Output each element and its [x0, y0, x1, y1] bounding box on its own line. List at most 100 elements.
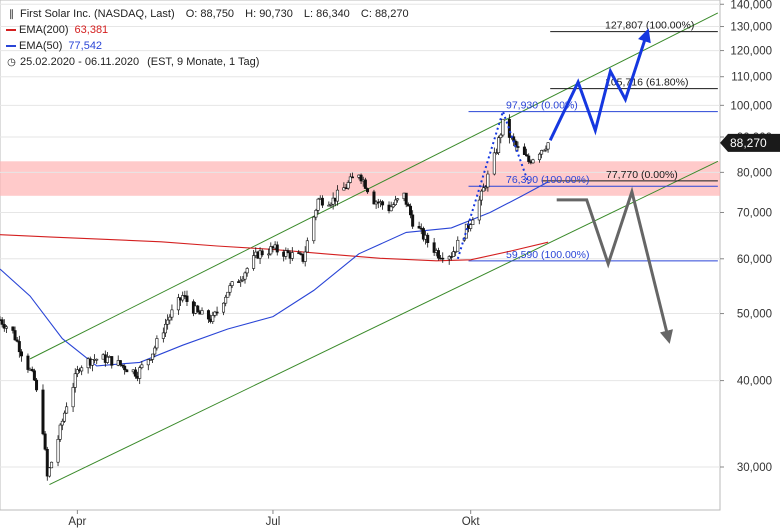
candle-body	[241, 278, 245, 281]
candle-body	[148, 359, 152, 361]
candle-body	[477, 199, 481, 221]
candlestick-icon: ∥	[9, 9, 14, 20]
candle-body	[215, 311, 219, 314]
y-tick-label: 30,000	[737, 462, 772, 474]
channel-upper-line	[29, 12, 719, 360]
candle-body	[464, 223, 468, 239]
candle-body	[56, 439, 60, 463]
candle-body	[176, 297, 180, 311]
x-tick-label: Okt	[462, 516, 481, 528]
legend-title-row: ∥ First Solar Inc. (NASDAQ, Last) O: 88,7…	[6, 6, 409, 22]
candle-body	[542, 149, 546, 152]
candle-body	[80, 367, 84, 372]
candle-body	[237, 281, 241, 283]
retracement-dotted-line	[456, 108, 530, 260]
chart-legend: ∥ First Solar Inc. (NASDAQ, Last) O: 88,7…	[6, 6, 409, 70]
candle-body	[47, 467, 51, 477]
candle-body	[161, 332, 165, 339]
candle-body	[65, 406, 69, 414]
candle-body	[544, 148, 548, 151]
close-label: C:	[360, 8, 372, 20]
candle-body	[436, 250, 440, 259]
candle-body	[546, 142, 550, 150]
candle-body	[50, 461, 54, 469]
range-detail: (EST, 9 Monate, 1 Tag)	[147, 56, 260, 68]
x-tick-label: Apr	[68, 516, 86, 528]
candle-body	[125, 369, 129, 373]
fib-level-label: 77,770 (0.00%)	[606, 169, 678, 181]
candle-body	[123, 365, 127, 371]
candle-body	[230, 281, 234, 286]
candles	[0, 114, 550, 481]
candle-body	[269, 246, 273, 255]
candle-body	[62, 412, 66, 422]
ema200-value: 63,381	[74, 24, 109, 36]
ema200-label: EMA(200)	[19, 24, 69, 36]
candle-body	[393, 199, 397, 206]
candle-body	[43, 433, 47, 450]
fibonacci-levels: 127,807 (100.00%) 105,716 (61.80%) 97,930 …	[468, 20, 718, 262]
candle-body	[224, 296, 228, 304]
candle-body	[359, 174, 363, 182]
candle-body	[303, 251, 307, 262]
candle-body	[516, 146, 520, 148]
y-axis: 140,000130,000120,000110,000100,00090,00…	[720, 0, 772, 474]
candle-body	[252, 255, 256, 269]
candle-body	[146, 359, 150, 366]
y-tick-label: 80,000	[737, 167, 772, 179]
plot-area: 127,807 (100.00%) 105,716 (61.80%) 97,930 …	[0, 0, 721, 511]
fib-level-label: 105,716 (61.80%)	[605, 77, 688, 89]
date-range: 25.02.2020 - 06.11.2020	[20, 56, 140, 68]
candle-body	[90, 359, 94, 366]
candle-body	[527, 155, 531, 162]
candle-body	[389, 206, 393, 212]
candle-body	[121, 364, 125, 367]
ema50-value: 77,542	[68, 40, 103, 52]
y-tick-label: 50,000	[737, 309, 772, 321]
candle-body	[260, 250, 264, 256]
y-tick-label: 60,000	[737, 254, 772, 266]
candle-body	[381, 201, 385, 206]
candle-body	[499, 134, 503, 139]
candle-body	[222, 302, 226, 313]
ema200-swatch	[6, 29, 16, 32]
candle-body	[286, 250, 290, 253]
bullish-scenario-arrow	[548, 28, 651, 141]
candle-body	[166, 319, 170, 325]
candle-body	[17, 341, 21, 353]
candle-body	[181, 295, 185, 301]
candle-body	[41, 389, 45, 435]
candle-body	[60, 420, 64, 426]
candle-body	[329, 203, 333, 206]
candle-body	[0, 319, 4, 325]
last-price-label: 88,270	[730, 136, 767, 150]
candle-body	[451, 251, 455, 257]
candle-body	[206, 310, 210, 320]
candle-body	[396, 198, 400, 201]
candle-body	[314, 210, 318, 218]
candle-body	[243, 272, 247, 280]
candle-body	[153, 347, 157, 355]
candle-body	[366, 188, 370, 193]
candle-body	[411, 214, 415, 227]
fib-level-label: 59,590 (100.00%)	[506, 249, 589, 261]
channel-lower-line	[49, 160, 719, 485]
candle-body	[454, 250, 458, 253]
candle-body	[421, 228, 425, 240]
candle-body	[75, 369, 79, 375]
ema50-label: EMA(50)	[19, 40, 63, 52]
candle-body	[501, 118, 505, 136]
candle-body	[211, 315, 215, 322]
low-label: L:	[303, 8, 314, 20]
candle-body	[486, 173, 490, 188]
candle-body	[4, 326, 8, 329]
candle-body	[13, 330, 17, 341]
candle-body	[35, 379, 39, 391]
candle-body	[531, 159, 535, 164]
candle-body	[350, 176, 354, 179]
close-value: 88,270	[374, 8, 409, 20]
legend-title: First Solar Inc. (NASDAQ, Last)	[20, 8, 175, 20]
candle-body	[404, 192, 408, 205]
y-tick-label: 120,000	[730, 46, 772, 58]
